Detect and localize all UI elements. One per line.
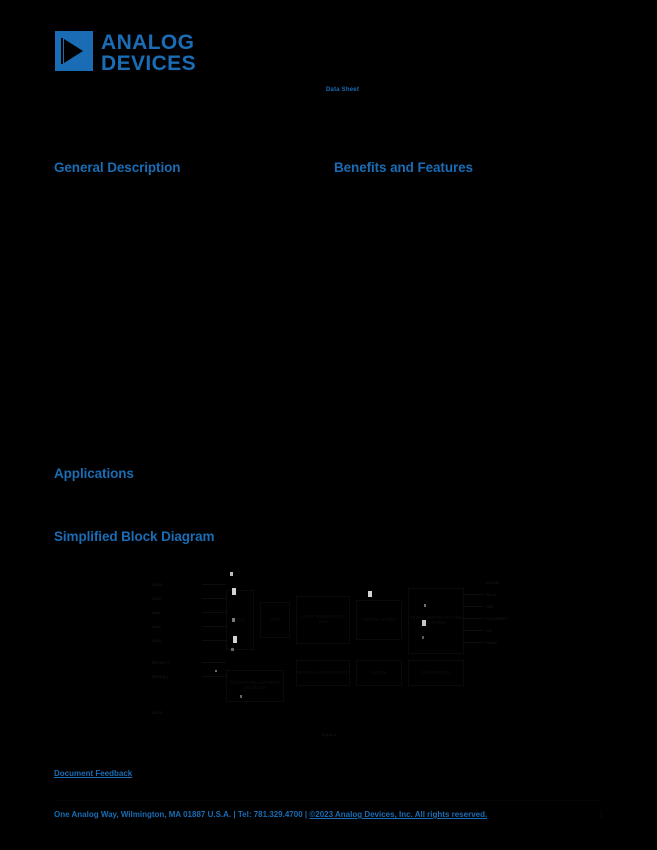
diagram-block-excitation: EXCITATION CURRENT SOURCES xyxy=(226,670,284,702)
diagram-block-adc: 24-BIT SIGMA-DELTA ADC xyxy=(296,596,350,644)
section-heading-benefits-and-features: Benefits and Features xyxy=(334,160,473,175)
section-heading-applications: Applications xyxy=(54,466,134,481)
list-item: 24-bit sigma-delta ADC with no missing c… xyxy=(342,192,485,200)
diagram-block-serial-interface: SERIAL INTERFACE AND CONTROL xyxy=(408,588,464,654)
list-item: Temperature range: -40 degrees C to +105… xyxy=(342,339,510,347)
list-item: RMS noise: 25 nV at gain of 128, 10 SPS xyxy=(342,219,471,227)
diagram-pin-label: DIN xyxy=(486,604,493,609)
list-item: Medical and scientific instrumentation xyxy=(62,514,179,522)
list-item: Diagnostics: reference detect, overvolta… xyxy=(342,312,537,320)
section-heading-general-description: General Description xyxy=(54,160,181,175)
list-item: Process control: PLC and DCS analog inpu… xyxy=(62,487,227,494)
logo-wordmark-line2: DEVICES xyxy=(101,51,196,75)
benefits-and-features-body: Integrated analog front end reduces boar… xyxy=(334,182,599,447)
document-type-label: Data Sheet xyxy=(326,87,360,93)
general-description-paragraph: An on-chip low drift voltage reference, … xyxy=(54,223,309,259)
list-item: Low power mode for battery powered equip… xyxy=(342,266,493,274)
diagram-block-mux: MUX xyxy=(226,590,254,650)
list-item: Integral nonlinearity: 2 ppm of full sca… xyxy=(342,247,496,255)
list-item: SPI-compatible serial interface with Sch… xyxy=(342,321,520,329)
list-item: Programmable gain instrumentation amplif… xyxy=(342,201,534,209)
document-feedback-link[interactable]: Document Feedback xyxy=(54,769,133,778)
footer-tel: Tel: 781.329.4700 xyxy=(237,810,303,819)
diagram-block-clock: CLOCK xyxy=(356,660,402,686)
diagram-pin-label: DGND xyxy=(486,640,498,645)
general-description-paragraph: The programmable digital filter provides… xyxy=(54,264,309,291)
general-description-body: The device is a highly integrated, high … xyxy=(54,182,309,447)
list-item: Internal clock oscillator and power-on r… xyxy=(342,284,476,292)
general-description-paragraph: Operating from a single 3 V to 5.5 V ana… xyxy=(54,346,309,373)
diagram-block-pga: PGA xyxy=(260,602,290,638)
list-item: Integrated analog front end reduces boar… xyxy=(342,183,541,190)
diagram-pin-label: CS xyxy=(486,628,492,633)
diagram-pin-label: AIN3 xyxy=(152,638,161,643)
diagram-block-reference: INTERNAL REFERENCE xyxy=(296,660,350,686)
list-item: Temperature and pressure measurement xyxy=(62,505,189,513)
diagram-pin-label: DOUT/RDY xyxy=(486,616,507,621)
diagram-pin-label: IOVDD xyxy=(486,580,499,585)
diagram-pin-label: AIN2 xyxy=(152,624,161,629)
logo-wordmark: ANALOG DEVICES xyxy=(101,31,196,73)
general-description-paragraph: The device is a highly integrated, high … xyxy=(54,183,309,218)
footer-separator: | xyxy=(304,810,308,819)
footer-address: One Analog Way, Wilmington, MA 01887 U.S… xyxy=(54,810,232,819)
section-heading-simplified-block-diagram: Simplified Block Diagram xyxy=(54,529,215,544)
footer-info-line: One Analog Way, Wilmington, MA 01887 U.S… xyxy=(54,810,487,819)
diagram-pin-label: REFIN(+) xyxy=(152,660,169,665)
list-item: Analog supply: 3 V to 5.5 V; digital sup… xyxy=(342,330,521,338)
analog-devices-triangle-logo-icon xyxy=(55,31,93,71)
diagram-block-diagnostics: DIAGNOSTICS xyxy=(408,660,464,686)
footer-divider xyxy=(54,800,603,801)
list-item: Output data rate: 1.25 SPS to 2.4 kSPS xyxy=(342,210,465,218)
applications-body: Process control: PLC and DCS analog inpu… xyxy=(54,486,309,523)
features-list: Integrated analog front end reduces boar… xyxy=(334,182,599,357)
logo-wordmark-line1: ANALOG xyxy=(101,31,195,54)
list-item: Offset drift: 5 nV/degrees C typical xyxy=(342,229,449,237)
list-item: Instrumentation and industrial weigh sca… xyxy=(62,496,196,504)
diagram-pin-label: SCLK xyxy=(486,592,497,597)
list-item: Programmable excitation current sources:… xyxy=(342,303,518,311)
list-item: 24-lead 4 mm x 4 mm LFCSP package xyxy=(342,349,463,357)
footer-copyright: ©2023 Analog Devices, Inc. All rights re… xyxy=(309,810,488,819)
list-item: Simultaneous 50 Hz and 60 Hz rejection a… xyxy=(342,256,501,264)
list-item: Internal 2.5 V reference: 2 ppm/degrees … xyxy=(342,275,487,283)
diagram-pin-label: AIN0 xyxy=(152,596,161,601)
figure-caption: Figure 1. xyxy=(322,732,338,737)
general-description-paragraph: The device is specified over the -40 deg… xyxy=(54,378,309,395)
page-number: 1 xyxy=(598,810,603,819)
diagram-pin-label: REFIN(-) xyxy=(152,674,168,679)
footer-separator: | xyxy=(233,810,236,819)
simplified-block-diagram-figure: AVDD AIN0 AIN1 AIN2 AIN3 REFIN(+) REFIN(… xyxy=(150,560,530,745)
diagram-pin-label: AVDD xyxy=(152,582,163,587)
diagram-pin-label: AIN1 xyxy=(152,610,161,615)
analog-devices-logo[interactable]: ANALOG DEVICES xyxy=(55,31,196,73)
diagram-pin-label: AVSS xyxy=(152,710,163,715)
list-item: Gain drift: 1 ppm/degrees C typical xyxy=(342,238,450,246)
diagram-block-filter: DIGITAL FILTER xyxy=(356,600,402,640)
applications-list: Process control: PLC and DCS analog inpu… xyxy=(54,486,309,523)
list-item: Flexible 8-channel multiplexer with sens… xyxy=(342,293,497,301)
general-description-paragraph: A flexible serial peripheral interface p… xyxy=(54,296,309,341)
